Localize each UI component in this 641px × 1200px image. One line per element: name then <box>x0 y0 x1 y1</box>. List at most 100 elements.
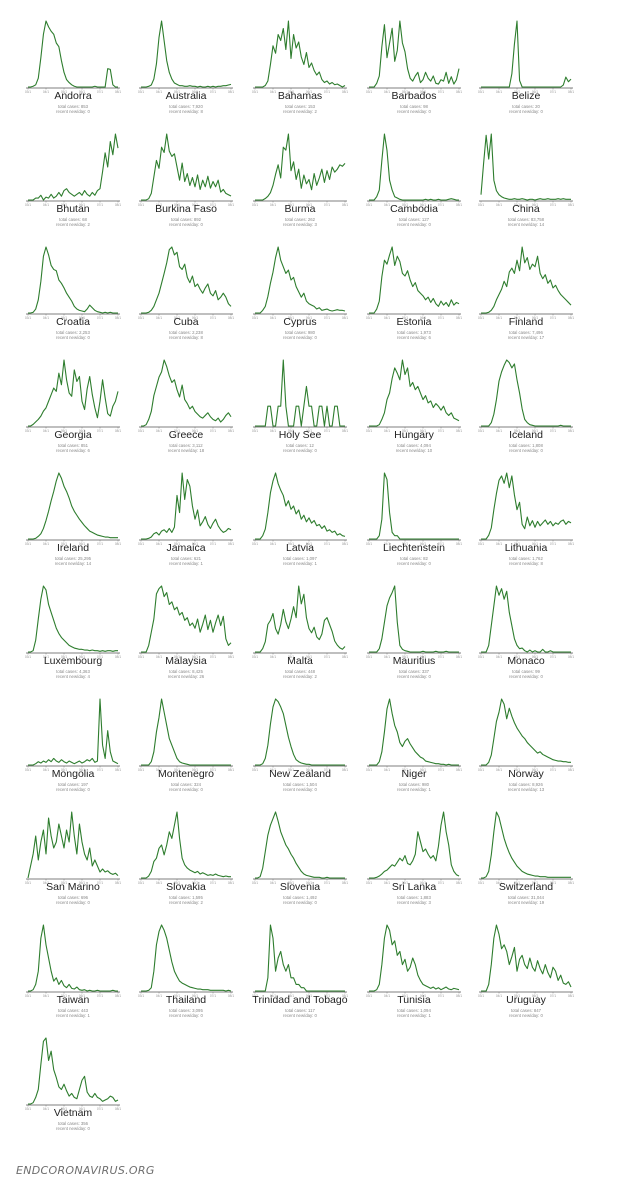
country-name: Burkina Faso <box>155 203 217 215</box>
country-panel: 03/1 04/1 05/1 06/1 07/1 08/1 Ireland total cas… <box>18 456 128 568</box>
total-cases-label: total cases: 851 <box>57 443 89 448</box>
country-name: Belize <box>511 90 541 102</box>
x-tick-label: 08/1 <box>115 90 121 94</box>
x-tick-label: 05/1 <box>61 542 67 546</box>
x-tick-label: 08/1 <box>342 881 348 885</box>
recent-new-per-day-label: recent new/day: 2 <box>283 674 317 679</box>
x-tick-label: 06/1 <box>192 655 198 659</box>
sparkline-chart: 03/1 04/1 05/1 06/1 07/1 08/1 <box>252 246 348 320</box>
x-tick-label: 04/1 <box>43 90 49 94</box>
x-tick-label: 04/1 <box>384 429 390 433</box>
sparkline-chart: 03/1 04/1 05/1 06/1 07/1 08/1 <box>138 359 234 433</box>
x-tick-label: 05/1 <box>288 768 294 772</box>
recent-new-per-day-label: recent new/day: 0 <box>283 448 317 453</box>
sparkline-chart: 03/1 04/1 05/1 06/1 07/1 08/1 <box>366 585 462 659</box>
x-tick-label: 06/1 <box>192 429 198 433</box>
x-tick-label: 08/1 <box>568 90 574 94</box>
country-name: Andorra <box>54 90 92 102</box>
x-tick-label: 05/1 <box>514 90 520 94</box>
recent-new-per-day-label: recent new/day: 0 <box>397 222 431 227</box>
x-tick-label: 08/1 <box>115 881 121 885</box>
x-tick-label: 08/1 <box>228 768 234 772</box>
recent-new-per-day-label: recent new/day: 1 <box>169 561 203 566</box>
total-cases-label: total cases: 12 <box>286 443 314 448</box>
sparkline-chart: 03/1 04/1 05/1 06/1 07/1 08/1 <box>252 924 348 998</box>
x-tick-label: 06/1 <box>79 881 85 885</box>
daily-cases-line <box>141 811 231 879</box>
country-name: Burma <box>284 203 316 215</box>
x-tick-label: 03/1 <box>478 768 484 772</box>
country-name: Liechtenstein <box>383 542 445 554</box>
country-name: Georgia <box>54 429 92 441</box>
recent-new-per-day-label: recent new/day: 1 <box>56 1013 90 1018</box>
x-tick-label: 04/1 <box>496 768 502 772</box>
x-tick-label: 07/1 <box>324 429 330 433</box>
x-tick-label: 03/1 <box>252 429 258 433</box>
x-tick-label: 08/1 <box>568 655 574 659</box>
sparkline-chart: 03/1 04/1 05/1 06/1 07/1 08/1 <box>25 585 121 659</box>
country-name: Bahamas <box>277 90 323 102</box>
x-tick-label: 04/1 <box>384 768 390 772</box>
x-tick-label: 03/1 <box>138 542 144 546</box>
x-tick-label: 06/1 <box>79 316 85 320</box>
x-tick-label: 04/1 <box>270 542 276 546</box>
recent-new-per-day-label: recent new/day: 4 <box>56 674 90 679</box>
total-cases-label: total cases: 621 <box>170 556 202 561</box>
recent-new-per-day-label: recent new/day: 8 <box>169 335 203 340</box>
x-tick-label: 07/1 <box>438 316 444 320</box>
x-tick-label: 08/1 <box>115 1107 121 1111</box>
country-name: Slovakia <box>166 881 206 893</box>
x-tick-label: 08/1 <box>342 316 348 320</box>
x-tick-label: 07/1 <box>550 994 556 998</box>
daily-cases-line <box>481 811 571 879</box>
sparkline-chart: 03/1 04/1 05/1 06/1 07/1 08/1 <box>478 811 574 885</box>
x-tick-label: 04/1 <box>270 316 276 320</box>
country-panel: 03/1 04/1 05/1 06/1 07/1 08/1 Montenegro total … <box>131 682 241 794</box>
x-tick-label: 06/1 <box>420 768 426 772</box>
x-tick-label: 03/1 <box>252 90 258 94</box>
x-tick-label: 04/1 <box>270 655 276 659</box>
total-cases-label: total cases: 1,504 <box>283 782 317 787</box>
country-name: Niger <box>401 768 427 780</box>
x-tick-label: 08/1 <box>456 994 462 998</box>
total-cases-label: total cases: 1,808 <box>509 443 543 448</box>
x-tick-label: 07/1 <box>210 203 216 207</box>
country-name: Malta <box>287 655 313 667</box>
total-cases-label: total cases: 8,926 <box>509 782 543 787</box>
x-tick-label: 07/1 <box>324 655 330 659</box>
small-multiples-grid: 03/1 04/1 05/1 06/1 07/1 08/1 Andorra total cas… <box>18 20 574 1131</box>
x-tick-label: 04/1 <box>270 768 276 772</box>
total-cases-label: total cases: 853 <box>57 104 89 109</box>
x-tick-label: 03/1 <box>25 90 31 94</box>
x-tick-label: 04/1 <box>43 542 49 546</box>
recent-new-per-day-label: recent new/day: 0 <box>509 1013 543 1018</box>
x-tick-label: 06/1 <box>306 881 312 885</box>
total-cases-label: total cases: 847 <box>510 1008 542 1013</box>
country-panel: 03/1 04/1 05/1 06/1 07/1 08/1 Taiwan total case… <box>18 908 128 1020</box>
x-tick-label: 08/1 <box>115 994 121 998</box>
x-tick-label: 04/1 <box>270 429 276 433</box>
x-tick-label: 08/1 <box>115 655 121 659</box>
x-tick-label: 06/1 <box>532 768 538 772</box>
x-tick-label: 05/1 <box>288 316 294 320</box>
x-tick-label: 04/1 <box>156 768 162 772</box>
recent-new-per-day-label: recent new/day: 0 <box>509 448 543 453</box>
recent-new-per-day-label: recent new/day: 2 <box>169 900 203 905</box>
x-tick-label: 07/1 <box>438 655 444 659</box>
daily-cases-line <box>28 359 119 427</box>
total-cases-label: total cases: 68 <box>59 217 87 222</box>
x-tick-label: 03/1 <box>478 655 484 659</box>
x-tick-label: 05/1 <box>514 994 520 998</box>
sparkline-chart: 03/1 04/1 05/1 06/1 07/1 08/1 <box>138 698 234 772</box>
x-tick-label: 05/1 <box>402 768 408 772</box>
total-cases-label: total cases: 356 <box>57 1121 89 1126</box>
recent-new-per-day-label: recent new/day: 2 <box>56 222 90 227</box>
x-tick-label: 05/1 <box>174 316 180 320</box>
x-tick-label: 04/1 <box>156 90 162 94</box>
country-name: Australia <box>165 90 207 102</box>
x-tick-label: 08/1 <box>115 542 121 546</box>
x-tick-label: 06/1 <box>532 203 538 207</box>
x-tick-label: 06/1 <box>79 429 85 433</box>
x-tick-label: 04/1 <box>384 203 390 207</box>
sparkline-chart: 03/1 04/1 05/1 06/1 07/1 08/1 <box>252 698 348 772</box>
